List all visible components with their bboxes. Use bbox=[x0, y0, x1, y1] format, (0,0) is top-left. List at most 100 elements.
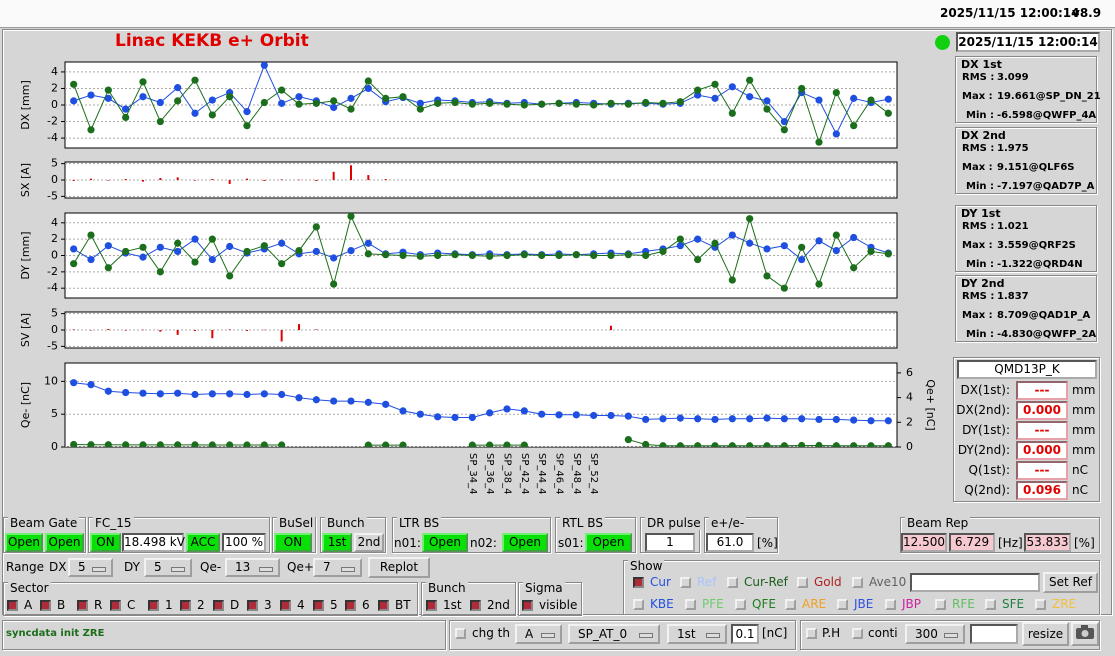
stats-value: 8.709@QAD1P_A bbox=[997, 310, 1091, 321]
y-tick-label: 10 bbox=[44, 374, 58, 387]
checkbox[interactable] bbox=[313, 600, 324, 611]
group-label: FC_15 bbox=[93, 516, 134, 530]
bunch-button[interactable]: 1st bbox=[322, 533, 352, 552]
checkbox[interactable] bbox=[180, 600, 191, 611]
resize-button[interactable]: resize bbox=[1022, 622, 1069, 646]
data-point bbox=[763, 245, 771, 253]
data-point bbox=[347, 213, 355, 220]
checkbox[interactable] bbox=[837, 599, 848, 610]
checkbox[interactable] bbox=[735, 599, 746, 610]
data-point bbox=[208, 96, 216, 104]
data-point bbox=[434, 251, 442, 260]
monitor-value: 0.096 bbox=[1016, 481, 1068, 500]
data-point bbox=[139, 389, 147, 397]
data-point bbox=[87, 441, 95, 447]
checkbox[interactable] bbox=[685, 599, 696, 610]
sector-item: BT bbox=[395, 598, 411, 612]
bar bbox=[350, 165, 352, 180]
checkbox[interactable] bbox=[280, 600, 291, 611]
data-point bbox=[832, 246, 840, 255]
busel-state[interactable]: ON bbox=[274, 533, 312, 552]
checkbox[interactable] bbox=[852, 628, 863, 639]
data-point bbox=[174, 389, 182, 397]
group-label: Bunch bbox=[325, 516, 367, 530]
rtl-button[interactable]: Open bbox=[585, 533, 632, 552]
data-point bbox=[347, 246, 355, 255]
checkbox[interactable] bbox=[247, 600, 258, 611]
checkbox[interactable] bbox=[40, 600, 51, 611]
checkbox[interactable] bbox=[985, 599, 996, 610]
checkbox[interactable] bbox=[148, 600, 159, 611]
range-select[interactable]: 13 bbox=[225, 558, 280, 577]
ltr-button[interactable]: Open bbox=[502, 533, 548, 552]
group-label: Bunch bbox=[426, 581, 468, 595]
bunch-item: 1st bbox=[443, 598, 462, 612]
data-point bbox=[399, 407, 407, 415]
checkbox[interactable] bbox=[727, 577, 738, 588]
checkbox[interactable] bbox=[680, 577, 691, 588]
camera-button[interactable] bbox=[1071, 622, 1099, 646]
select[interactable]: A bbox=[515, 624, 562, 644]
checkbox[interactable] bbox=[213, 600, 224, 611]
stats-value: 1.021 bbox=[997, 221, 1029, 232]
checkbox[interactable] bbox=[470, 600, 481, 611]
checkbox[interactable] bbox=[852, 577, 863, 588]
data-point bbox=[520, 101, 528, 109]
data-point bbox=[312, 99, 320, 107]
data-point bbox=[798, 441, 806, 447]
ratio-unit: [%] bbox=[757, 536, 778, 550]
checkbox[interactable] bbox=[885, 599, 896, 610]
data-point bbox=[347, 105, 355, 113]
replot-button[interactable]: Replot bbox=[368, 557, 430, 578]
threshold[interactable]: 0.1 bbox=[731, 624, 759, 644]
range-select[interactable]: 7 bbox=[313, 558, 362, 577]
data-point bbox=[226, 242, 234, 251]
sector-item: 5 bbox=[330, 598, 338, 612]
checkbox[interactable] bbox=[345, 600, 356, 611]
checkbox[interactable] bbox=[455, 628, 466, 639]
checkbox[interactable] bbox=[935, 599, 946, 610]
checkbox[interactable] bbox=[378, 600, 389, 611]
data-point bbox=[607, 99, 615, 107]
data-point bbox=[694, 86, 702, 94]
count-select[interactable]: 300 bbox=[905, 624, 965, 644]
y2-tick-label: 2 bbox=[906, 415, 913, 428]
data-point bbox=[711, 94, 719, 102]
ref-input[interactable] bbox=[910, 573, 1040, 592]
checkbox[interactable] bbox=[522, 600, 533, 611]
checkbox[interactable] bbox=[633, 599, 644, 610]
select[interactable]: SP_AT_0 bbox=[568, 624, 660, 644]
monitor-value: --- bbox=[1016, 461, 1068, 480]
timestamp: 2025/11/15 12:00:14 bbox=[956, 32, 1100, 52]
gate-button[interactable]: Open bbox=[5, 533, 43, 552]
range-select[interactable]: 5 bbox=[144, 558, 192, 577]
checkbox[interactable] bbox=[806, 628, 817, 639]
data-point bbox=[711, 239, 719, 247]
data-point bbox=[468, 413, 476, 422]
checkbox[interactable] bbox=[77, 600, 88, 611]
ltr-button[interactable]: Open bbox=[422, 533, 468, 552]
set-ref-button[interactable]: Set Ref bbox=[1043, 572, 1098, 593]
range-select[interactable]: 5 bbox=[68, 558, 113, 577]
monitor-label: Q(1st): bbox=[968, 463, 1010, 477]
checkbox[interactable] bbox=[110, 600, 121, 611]
select[interactable]: 1st bbox=[667, 624, 727, 644]
checkbox[interactable] bbox=[797, 577, 808, 588]
stats-label: Max : bbox=[962, 310, 993, 321]
x-tick-label: SP_34_4 bbox=[467, 453, 478, 494]
checkbox[interactable] bbox=[1035, 599, 1046, 610]
checkbox[interactable] bbox=[7, 600, 18, 611]
data-point bbox=[191, 109, 199, 117]
checkbox[interactable] bbox=[426, 600, 437, 611]
bar bbox=[263, 180, 266, 181]
fc-state[interactable]: ON bbox=[90, 533, 121, 552]
plot-area bbox=[64, 362, 898, 448]
checkbox[interactable] bbox=[785, 599, 796, 610]
checkbox[interactable] bbox=[633, 577, 644, 588]
bunch-button[interactable]: 2nd bbox=[354, 533, 384, 552]
fc-mode[interactable]: ACC bbox=[186, 533, 220, 552]
data-point bbox=[156, 441, 164, 447]
count-input[interactable] bbox=[970, 624, 1018, 644]
data-point bbox=[798, 84, 806, 93]
gate-button[interactable]: Open bbox=[45, 533, 84, 552]
